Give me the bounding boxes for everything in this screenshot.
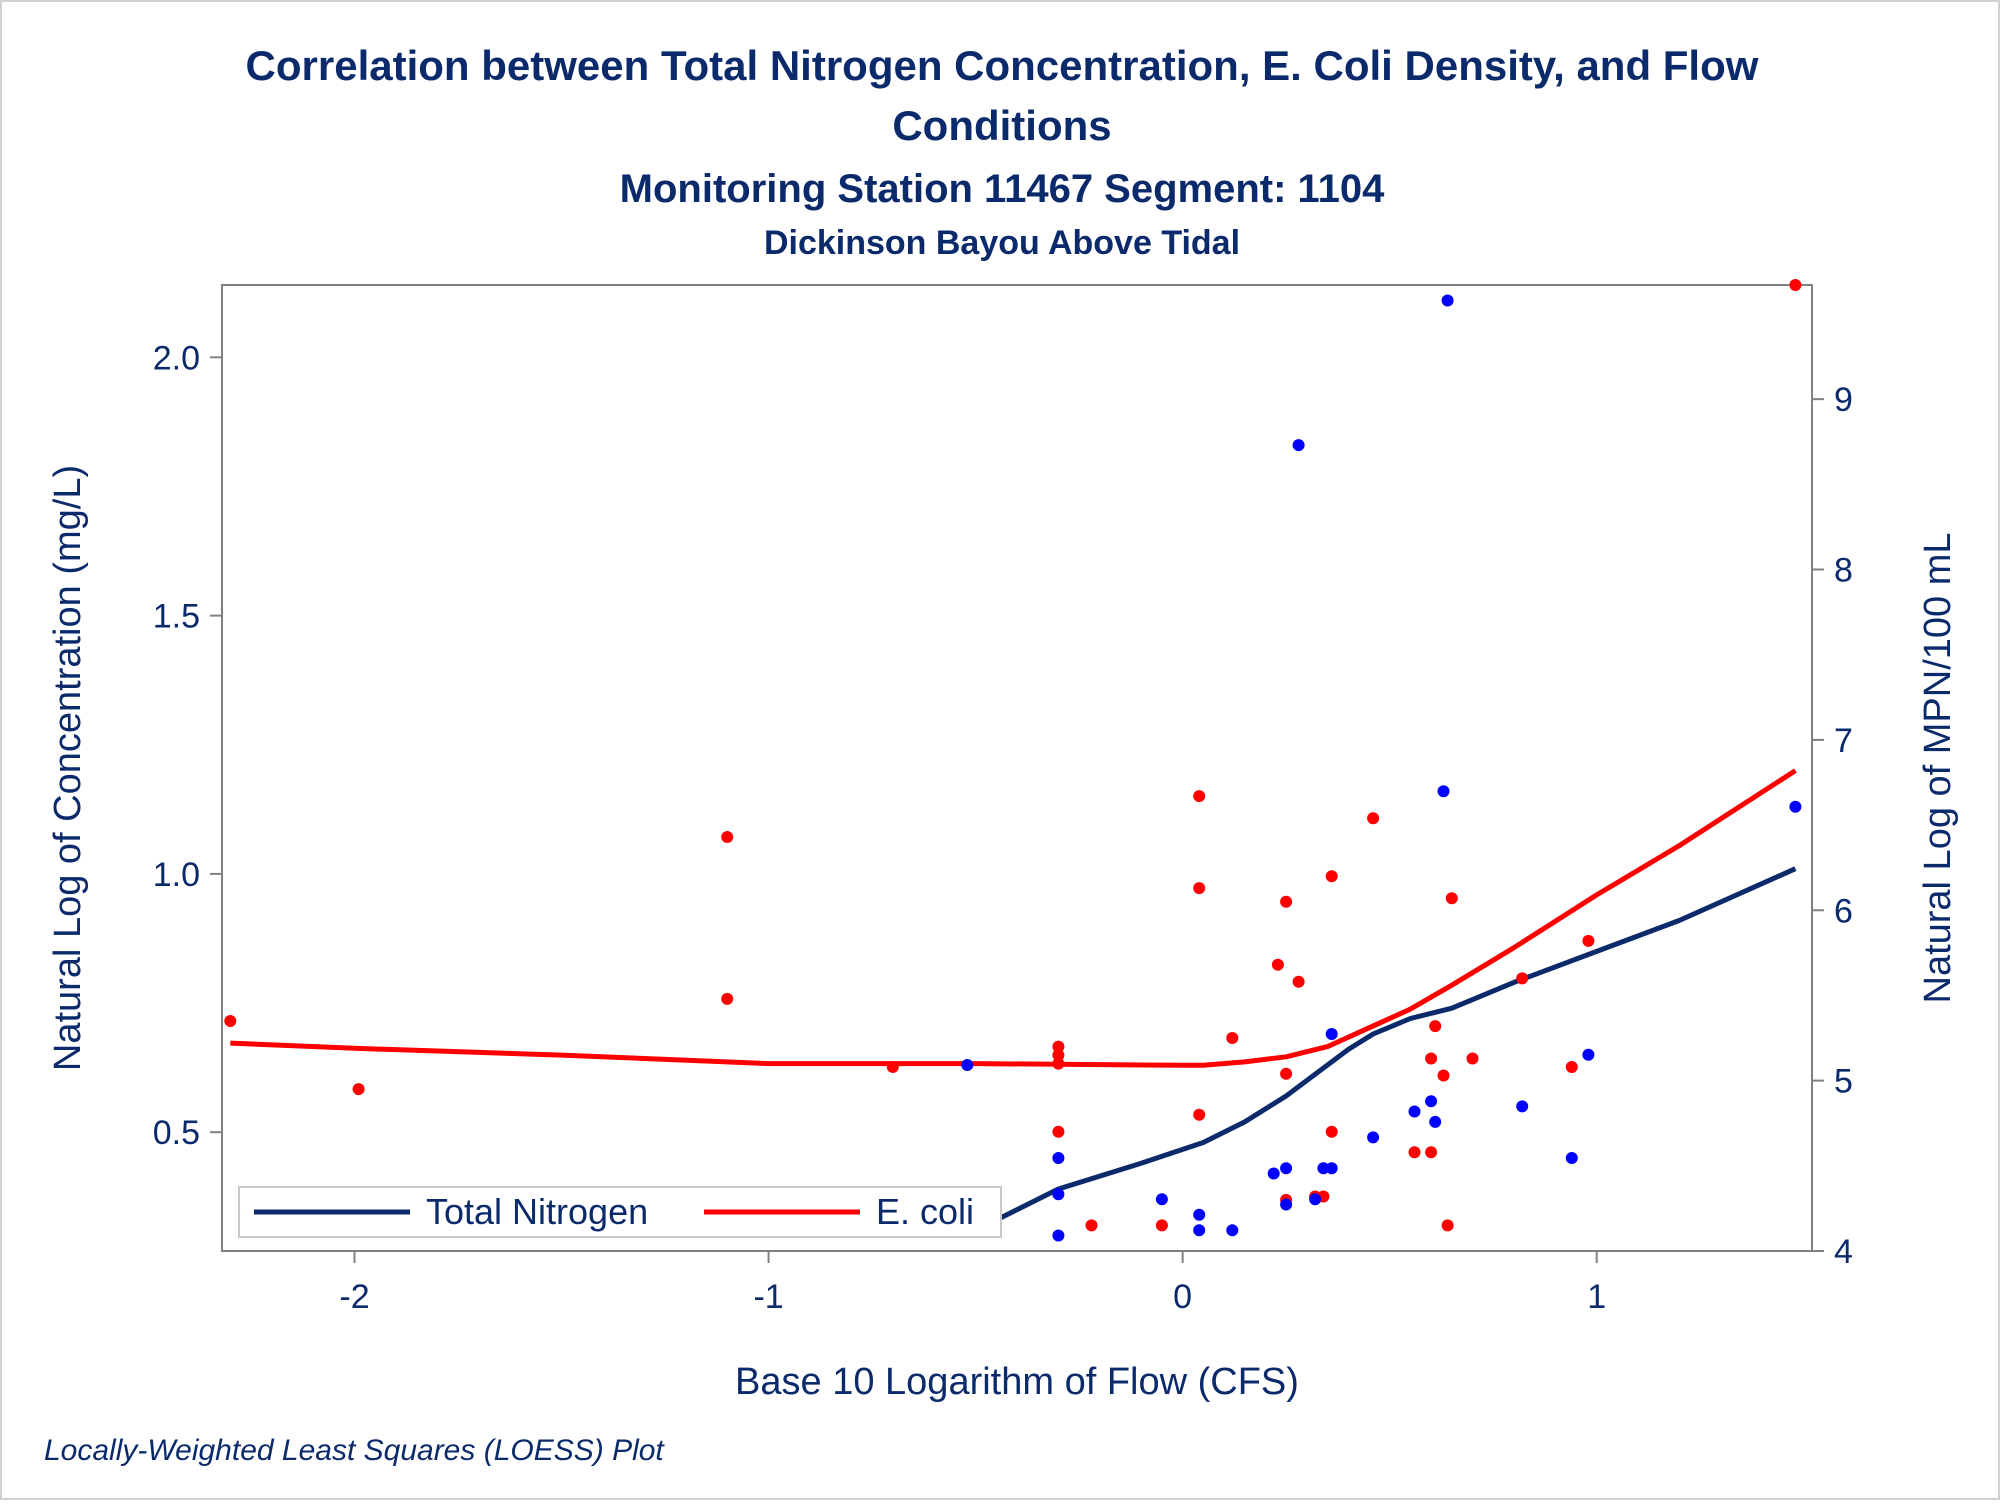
y-left-tick-label: 1.0 xyxy=(153,856,200,894)
x-axis-label: Base 10 Logarithm of Flow (CFS) xyxy=(735,1361,1299,1403)
x-tick-label: -1 xyxy=(753,1278,783,1316)
nitrogen-point xyxy=(1052,1152,1065,1164)
nitrogen-point xyxy=(1429,1115,1442,1128)
ecoli-point xyxy=(721,992,734,1005)
legend-ecoli-label: E. coli xyxy=(876,1191,974,1232)
y-right-tick-label: 4 xyxy=(1834,1233,1853,1271)
ecoli-point xyxy=(1292,975,1305,988)
ecoli-point xyxy=(1271,958,1284,971)
plot-area xyxy=(221,284,1813,1252)
nitrogen-point xyxy=(1193,1224,1206,1237)
ecoli-point xyxy=(1280,895,1293,908)
ecoli-point xyxy=(1445,892,1458,905)
nitrogen-point xyxy=(1052,1229,1065,1242)
nitrogen-point xyxy=(1309,1193,1322,1206)
nitrogen-point xyxy=(1155,1193,1168,1206)
ecoli-point xyxy=(1085,1219,1098,1232)
nitrogen-point xyxy=(1317,1162,1330,1175)
x-tick-label: 1 xyxy=(1587,1278,1606,1316)
legend: Total Nitrogen E. coli xyxy=(238,1186,1002,1238)
ecoli-point xyxy=(1516,972,1529,985)
ecoli-point xyxy=(886,1061,899,1073)
ecoli-point xyxy=(1789,279,1802,291)
ecoli-point xyxy=(1437,1069,1450,1082)
nitrogen-point xyxy=(1193,1208,1206,1221)
ecoli-point xyxy=(1466,1052,1479,1065)
nitrogen-point xyxy=(961,1059,974,1071)
y-right-tick-label: 6 xyxy=(1834,892,1853,930)
chart-subtitle-2: Dickinson Bayou Above Tidal xyxy=(764,224,1240,262)
ecoli-point xyxy=(1441,1219,1454,1232)
ecoli-point xyxy=(1052,1049,1065,1062)
nitrogen-point xyxy=(1582,1048,1595,1061)
y-axis-left-label: Natural Log of Concentration (mg/L) xyxy=(47,465,89,1071)
nitrogen-point xyxy=(1367,1131,1380,1144)
y-left-tick-label: 1.5 xyxy=(153,598,200,636)
ecoli-point xyxy=(1226,1032,1239,1044)
ecoli-point xyxy=(1367,812,1380,825)
ecoli-point xyxy=(1155,1219,1168,1232)
nitrogen-point xyxy=(1280,1198,1293,1211)
ecoli-point xyxy=(1193,882,1206,895)
footnote: Locally-Weighted Least Squares (LOESS) P… xyxy=(44,1434,665,1467)
nitrogen-point xyxy=(1437,785,1450,798)
y-right-tick-label: 7 xyxy=(1834,722,1853,760)
y-axis-right-label: Natural Log of MPN/100 mL xyxy=(1917,532,1959,1003)
nitrogen-point xyxy=(1789,800,1802,813)
data-points xyxy=(224,279,1802,1242)
nitrogen-point xyxy=(1292,439,1305,452)
nitrogen-point xyxy=(1516,1100,1529,1113)
y-right-tick-label: 9 xyxy=(1834,381,1853,419)
ecoli-point xyxy=(1052,1040,1065,1053)
ecoli-point xyxy=(224,1015,237,1027)
y-left-tick-label: 0.5 xyxy=(153,1114,200,1152)
nitrogen-point xyxy=(1408,1105,1421,1118)
ecoli-point xyxy=(721,831,734,843)
chart-title-line2: Conditions xyxy=(892,102,1111,149)
ecoli-point xyxy=(1565,1061,1578,1073)
ecoli-point xyxy=(1425,1052,1438,1065)
nitrogen-point xyxy=(1280,1162,1293,1175)
ecoli-point xyxy=(1425,1146,1438,1159)
nitrogen-point xyxy=(1267,1167,1280,1180)
ecoli-point xyxy=(1408,1146,1421,1159)
nitrogen-point xyxy=(1425,1095,1438,1108)
chart-subtitle: Monitoring Station 11467 Segment: 1104 xyxy=(620,167,1385,211)
ecoli-point xyxy=(1582,934,1595,947)
y-right-tick-label: 8 xyxy=(1834,552,1853,590)
ecoli-point xyxy=(1325,870,1338,883)
ecoli-point xyxy=(1052,1125,1065,1138)
y-right-tick-label: 5 xyxy=(1834,1063,1853,1101)
loess-lines xyxy=(230,768,1797,1223)
ecoli-point xyxy=(1325,1125,1338,1138)
nitrogen-point xyxy=(1441,294,1454,307)
ecoli-point xyxy=(1429,1020,1442,1033)
ecoli-point xyxy=(1280,1067,1293,1080)
chart-title-line1: Correlation between Total Nitrogen Conce… xyxy=(246,42,1759,89)
axis-ticks: -2 -1 0 1 0.5 1.0 1.5 2.0 4 5 6 7 8 9 xyxy=(153,339,1853,1316)
nitrogen-point xyxy=(1226,1224,1239,1237)
ecoli-loess-line xyxy=(230,768,1797,1068)
x-tick-label: 0 xyxy=(1173,1278,1192,1316)
nitrogen-point xyxy=(1052,1188,1065,1201)
legend-nitrogen-label: Total Nitrogen xyxy=(426,1191,648,1232)
nitrogen-loess-line xyxy=(995,866,1797,1223)
y-left-tick-label: 2.0 xyxy=(153,339,200,377)
nitrogen-point xyxy=(1325,1028,1338,1040)
nitrogen-point xyxy=(1565,1152,1578,1164)
nitrogen-point xyxy=(1325,1162,1338,1175)
ecoli-point xyxy=(1193,790,1206,803)
ecoli-point xyxy=(352,1083,365,1096)
x-tick-label: -2 xyxy=(339,1278,369,1316)
ecoli-point xyxy=(1052,1057,1065,1070)
ecoli-point xyxy=(1193,1108,1206,1121)
legend-box xyxy=(238,1186,1002,1238)
